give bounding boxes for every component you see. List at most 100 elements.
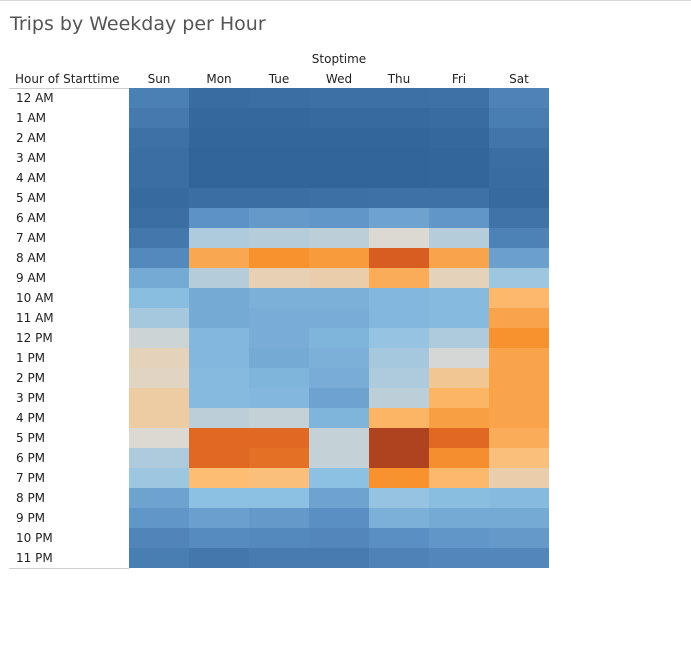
row-label-11-pm: 11 PM (16, 551, 53, 565)
heatmap-cell-sun-5-pm (129, 428, 189, 448)
row-label-11-am: 11 AM (16, 311, 54, 325)
heatmap-cell-mon-5-am (189, 188, 249, 208)
row-header-label: Hour of Starttime (15, 72, 120, 86)
heatmap-cell-sat-7-pm (489, 468, 549, 488)
row-label-1-pm: 1 PM (16, 351, 46, 365)
heatmap-cell-sun-8-am (129, 248, 189, 268)
heatmap-cell-sat-4-am (489, 168, 549, 188)
heatmap-cell-fri-11-pm (429, 548, 489, 568)
heatmap-cell-thu-6-pm (369, 448, 429, 468)
heatmap-cell-fri-3-am (429, 148, 489, 168)
row-label-3-am: 3 AM (16, 151, 47, 165)
chart-title: Trips by Weekday per Hour (10, 13, 266, 35)
heatmap-cell-tue-10-pm (249, 528, 309, 548)
heatmap-cell-sun-3-am (129, 148, 189, 168)
heatmap-cell-tue-5-am (249, 188, 309, 208)
heatmap-cell-mon-4-am (189, 168, 249, 188)
row-label-9-pm: 9 PM (16, 511, 46, 525)
heatmap-cell-tue-6-pm (249, 448, 309, 468)
heatmap-cell-sun-6-pm (129, 448, 189, 468)
heatmap-cell-sun-9-am (129, 268, 189, 288)
heatmap-cell-sat-3-pm (489, 388, 549, 408)
heatmap-cell-thu-8-pm (369, 488, 429, 508)
heatmap-cell-sun-5-am (129, 188, 189, 208)
heatmap-cell-thu-3-pm (369, 388, 429, 408)
heatmap-cell-fri-12-pm (429, 328, 489, 348)
row-label-4-am: 4 AM (16, 171, 47, 185)
heatmap-cell-thu-3-am (369, 148, 429, 168)
row-label-2-am: 2 AM (16, 131, 47, 145)
row-label-5-am: 5 AM (16, 191, 47, 205)
heatmap-cell-mon-7-pm (189, 468, 249, 488)
heatmap-cell-mon-6-pm (189, 448, 249, 468)
heatmap-cell-thu-10-am (369, 288, 429, 308)
heatmap-cell-fri-6-am (429, 208, 489, 228)
heatmap-cell-thu-4-am (369, 168, 429, 188)
heatmap-cell-sat-11-am (489, 308, 549, 328)
column-label-sun: Sun (147, 72, 171, 86)
heatmap-cell-mon-12-pm (189, 328, 249, 348)
heatmap-cell-mon-3-pm (189, 388, 249, 408)
heatmap-cell-fri-1-pm (429, 348, 489, 368)
row-label-7-am: 7 AM (16, 231, 47, 245)
heatmap-cell-fri-6-pm (429, 448, 489, 468)
heatmap-cell-tue-12-pm (249, 328, 309, 348)
heatmap-cell-sat-10-am (489, 288, 549, 308)
heatmap-cell-fri-10-pm (429, 528, 489, 548)
heatmap-cell-wed-5-am (309, 188, 369, 208)
heatmap-cell-sun-4-am (129, 168, 189, 188)
heatmap-cell-wed-1-am (309, 108, 369, 128)
heatmap-cell-sun-9-pm (129, 508, 189, 528)
row-label-2-pm: 2 PM (16, 371, 46, 385)
heatmap-cell-wed-12-pm (309, 328, 369, 348)
heatmap-cell-wed-2-am (309, 128, 369, 148)
heatmap-cell-thu-2-am (369, 128, 429, 148)
heatmap-cell-wed-7-am (309, 228, 369, 248)
heatmap-cell-sat-3-am (489, 148, 549, 168)
heatmap-cell-wed-2-pm (309, 368, 369, 388)
heatmap-cell-wed-8-pm (309, 488, 369, 508)
heatmap-cell-mon-12-am (189, 88, 249, 108)
heatmap-cell-sat-12-pm (489, 328, 549, 348)
heatmap-cell-tue-6-am (249, 208, 309, 228)
heatmap-cell-fri-7-am (429, 228, 489, 248)
heatmap-cell-thu-5-am (369, 188, 429, 208)
heatmap-cell-tue-3-pm (249, 388, 309, 408)
heatmap-cell-sun-11-pm (129, 548, 189, 568)
heatmap-cell-wed-10-am (309, 288, 369, 308)
column-label-sat: Sat (509, 72, 529, 86)
column-label-thu: Thu (387, 72, 411, 86)
heatmap-cell-sun-6-am (129, 208, 189, 228)
heatmap-cell-fri-2-pm (429, 368, 489, 388)
heatmap-cell-thu-12-am (369, 88, 429, 108)
heatmap-cell-mon-10-pm (189, 528, 249, 548)
row-label-9-am: 9 AM (16, 271, 47, 285)
heatmap-cell-mon-8-am (189, 248, 249, 268)
heatmap-cell-mon-11-am (189, 308, 249, 328)
row-label-8-am: 8 AM (16, 251, 47, 265)
heatmap-cell-fri-1-am (429, 108, 489, 128)
row-label-12-am: 12 AM (16, 91, 54, 105)
row-label-10-pm: 10 PM (16, 531, 53, 545)
heatmap-cell-mon-2-am (189, 128, 249, 148)
heatmap-cell-thu-7-am (369, 228, 429, 248)
heatmap-cell-fri-8-am (429, 248, 489, 268)
heatmap-cell-thu-11-pm (369, 548, 429, 568)
heatmap-cell-sat-4-pm (489, 408, 549, 428)
heatmap-cell-tue-4-pm (249, 408, 309, 428)
heatmap-cell-tue-3-am (249, 148, 309, 168)
heatmap-cell-sat-1-pm (489, 348, 549, 368)
row-label-7-pm: 7 PM (16, 471, 46, 485)
heatmap-cell-mon-7-am (189, 228, 249, 248)
heatmap-cell-sun-10-pm (129, 528, 189, 548)
heatmap-cell-wed-9-pm (309, 508, 369, 528)
heatmap-cell-fri-3-pm (429, 388, 489, 408)
heatmap-cell-tue-11-am (249, 308, 309, 328)
heatmap-cell-sat-2-pm (489, 368, 549, 388)
heatmap-cell-sun-1-am (129, 108, 189, 128)
column-label-fri: Fri (451, 72, 467, 86)
heatmap-cell-sat-11-pm (489, 548, 549, 568)
heatmap-cell-wed-6-am (309, 208, 369, 228)
heatmap-cell-tue-7-am (249, 228, 309, 248)
heatmap-cell-thu-6-am (369, 208, 429, 228)
